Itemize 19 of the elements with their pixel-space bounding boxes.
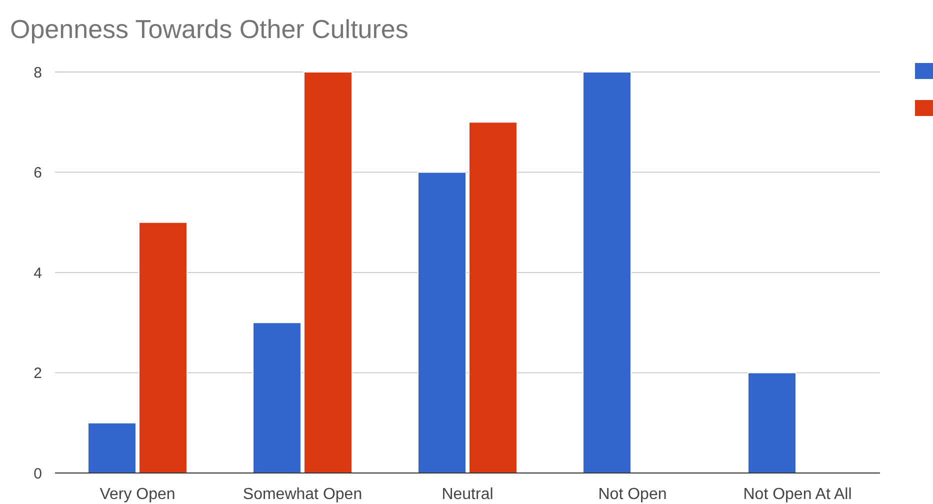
x-tick-label: Not Open At All <box>743 486 852 503</box>
chart-title: Openness Towards Other Cultures <box>10 14 408 44</box>
x-tick-label: Neutral <box>442 486 494 503</box>
y-tick-label: 6 <box>34 164 42 182</box>
x-tick-label: Somewhat Open <box>242 486 362 503</box>
x-tick-label: Not Open <box>598 486 667 503</box>
bar <box>582 72 632 474</box>
bar <box>138 222 188 474</box>
y-tick-label: 8 <box>34 64 42 82</box>
bar <box>468 122 518 474</box>
y-tick-label: 0 <box>34 465 42 482</box>
bar <box>304 72 352 474</box>
x-tick-label: Very Open <box>100 486 176 503</box>
bar <box>418 172 466 474</box>
y-tick-label: 4 <box>34 264 42 282</box>
y-tick-label: 2 <box>34 365 42 382</box>
bar <box>748 372 796 474</box>
bar <box>88 422 136 474</box>
bar <box>252 322 302 474</box>
